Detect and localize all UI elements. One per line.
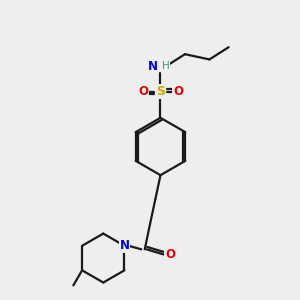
Text: N: N: [148, 60, 158, 73]
Text: S: S: [156, 85, 165, 98]
Text: H: H: [161, 61, 169, 71]
Text: O: O: [173, 85, 183, 98]
Text: O: O: [138, 85, 148, 98]
Text: N: N: [119, 239, 130, 252]
Text: O: O: [165, 248, 175, 261]
